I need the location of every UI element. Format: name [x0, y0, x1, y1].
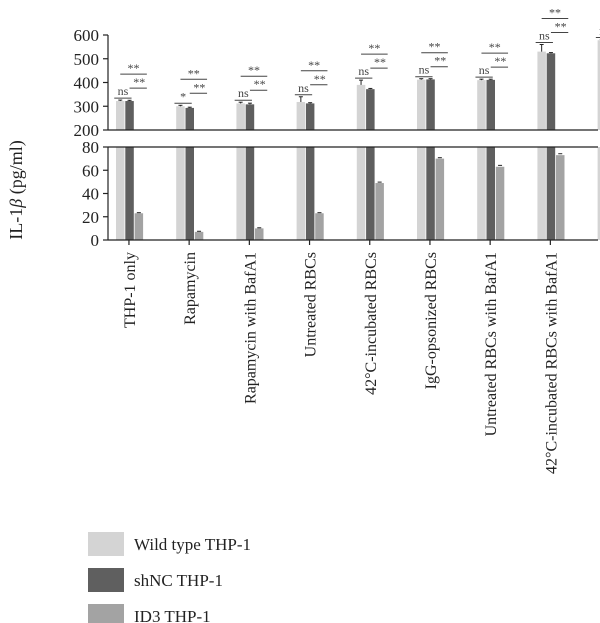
significance-upper: ** [489, 40, 501, 54]
category-label: Untreated RBCs [303, 252, 320, 357]
bar-1-lower [296, 147, 306, 240]
y-axis-label: IL-1β (pg/ml) [6, 140, 27, 239]
y-tick-label: 600 [74, 26, 100, 45]
bar-2-upper [185, 107, 194, 130]
legend-label: shNC THP-1 [134, 571, 223, 590]
bar-1-upper [597, 40, 600, 130]
bar-3 [435, 158, 445, 240]
category-label: 42°C-incubated RBCs with BafA1 [543, 252, 560, 474]
bar-3 [255, 228, 264, 240]
category-label: THP-1 only [122, 252, 139, 328]
bar-2-upper [305, 103, 315, 130]
category-label: 42°C-incubated RBCs [363, 252, 380, 395]
bar-2-upper [546, 53, 556, 130]
bar-2-lower [245, 147, 255, 240]
significance-upper: ** [368, 41, 380, 55]
significance-lower: ** [314, 72, 326, 86]
bar-2-lower [185, 147, 194, 240]
bar-2-lower [305, 147, 315, 240]
bar-3 [375, 183, 384, 240]
y-tick-label: 40 [82, 185, 99, 204]
y-tick-label: 80 [82, 138, 99, 157]
bar-1-upper [236, 103, 245, 130]
significance-lower: ** [133, 75, 145, 89]
y-tick-label: 400 [74, 74, 100, 93]
significance-lower: ** [434, 54, 446, 68]
significance-upper: ** [248, 63, 260, 77]
significance-left: ns [479, 63, 490, 77]
y-tick-label: 0 [91, 231, 100, 250]
legend-label: ID3 THP-1 [134, 607, 211, 623]
significance-left: ns [238, 86, 249, 100]
bar-1-upper [116, 101, 125, 130]
bar-3 [495, 166, 505, 240]
y-tick-label: 300 [74, 97, 100, 116]
bar-1-upper [417, 79, 426, 130]
bar-marks [116, 39, 600, 240]
significance-marks: ****ns*********ns****ns****ns****ns****n… [114, 6, 600, 104]
significance-upper: ** [308, 58, 320, 72]
bar-3 [134, 213, 144, 240]
significance-left: ns [358, 64, 369, 78]
category-label: Rapamycin with BafA1 [242, 252, 259, 404]
bar-2-upper [366, 89, 375, 130]
bar-2-upper [125, 101, 134, 130]
bar-1-lower [537, 147, 546, 240]
significance-left: * [180, 89, 186, 103]
significance-upper: ** [549, 6, 561, 20]
bar-2-lower [486, 147, 495, 240]
bar-2-lower [546, 147, 556, 240]
bar-1-upper [296, 101, 306, 130]
bar-1-upper [477, 80, 486, 130]
bar-3 [194, 231, 204, 240]
legend-swatch [88, 532, 124, 556]
significance-left: ns [118, 84, 129, 98]
bar-2-upper [426, 79, 435, 130]
bar-1-lower [116, 147, 125, 240]
legend-swatch [88, 568, 124, 592]
bar-1-upper [176, 106, 185, 130]
bar-2-upper [245, 104, 255, 130]
significance-upper: ** [128, 61, 140, 75]
y-tick-label: 500 [74, 50, 100, 69]
y-tick-label: 60 [82, 161, 99, 180]
category-label: Rapamycin [182, 252, 199, 325]
bar-2-lower [426, 147, 435, 240]
legend-label: Wild type THP-1 [134, 535, 251, 554]
bar-2-lower [366, 147, 375, 240]
significance-lower: ** [193, 80, 205, 94]
significance-upper: ** [429, 40, 441, 54]
bar-3 [315, 213, 324, 240]
y-tick-label: 200 [74, 121, 100, 140]
bar-1-lower [356, 147, 366, 240]
legend-swatch [88, 604, 124, 623]
bar-1-upper [356, 84, 366, 130]
significance-left: ns [419, 63, 430, 77]
bar-2-lower [125, 147, 134, 240]
significance-left: ns [298, 81, 309, 95]
significance-lower: ** [254, 77, 266, 91]
bar-1-lower [477, 147, 486, 240]
category-labels: THP-1 only Rapamycin Rapamycin with BafA1 U… [122, 252, 560, 474]
legend: Wild type THP-1 shNC THP-1 ID3 THP-1 [88, 532, 251, 623]
bar-3 [556, 155, 565, 240]
bar-2-upper [486, 79, 495, 130]
y-tick-label: 20 [82, 208, 99, 227]
bar-1-lower [236, 147, 245, 240]
bar-1-lower [176, 147, 185, 240]
significance-lower: ** [555, 20, 567, 34]
bar-1-lower [417, 147, 426, 240]
category-label: Untreated RBCs with BafA1 [483, 252, 500, 436]
significance-upper: ** [188, 66, 200, 80]
bar-1-lower [597, 147, 600, 240]
significance-left: ns [539, 29, 550, 43]
category-label: IgG-opsonized RBCs [423, 252, 440, 389]
bar-1-upper [537, 51, 546, 130]
significance-lower: ** [374, 55, 386, 69]
significance-lower: ** [494, 54, 506, 68]
